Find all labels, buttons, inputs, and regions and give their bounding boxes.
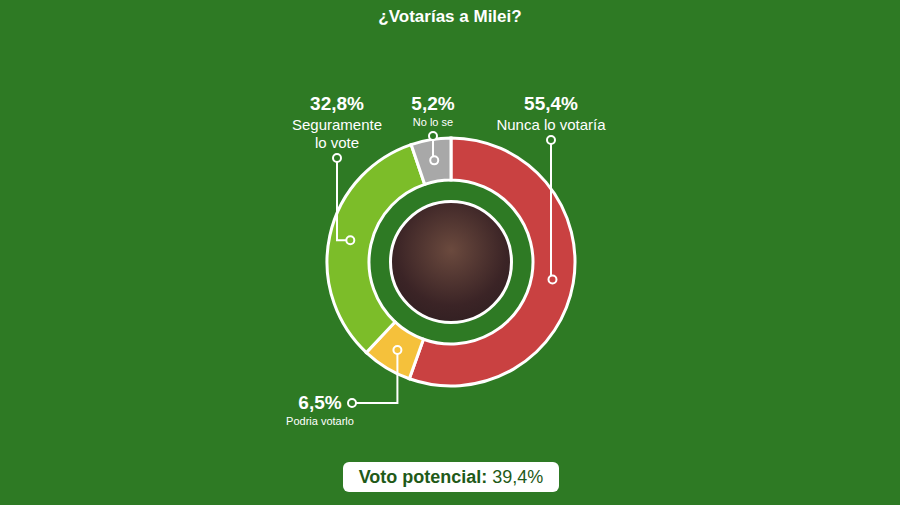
svg-text:Podria votarlo: Podria votarlo [286,415,354,427]
svg-text:Seguramente: Seguramente [292,116,382,133]
svg-text:lo vote: lo vote [315,134,359,151]
svg-text:32,8%: 32,8% [310,93,364,114]
svg-text:6,5%: 6,5% [298,392,341,413]
svg-text:5,2%: 5,2% [411,93,454,114]
html-text:¿Votarías a Milei?: ¿Votarías a Milei? [378,7,522,26]
html-text:Voto potencial: 39,4%: Voto potencial: 39,4% [358,467,544,487]
svg-text:Nunca lo votaría: Nunca lo votaría [496,116,606,133]
svg-text:55,4%: 55,4% [524,93,578,114]
svg-text:No lo se: No lo se [413,116,453,128]
